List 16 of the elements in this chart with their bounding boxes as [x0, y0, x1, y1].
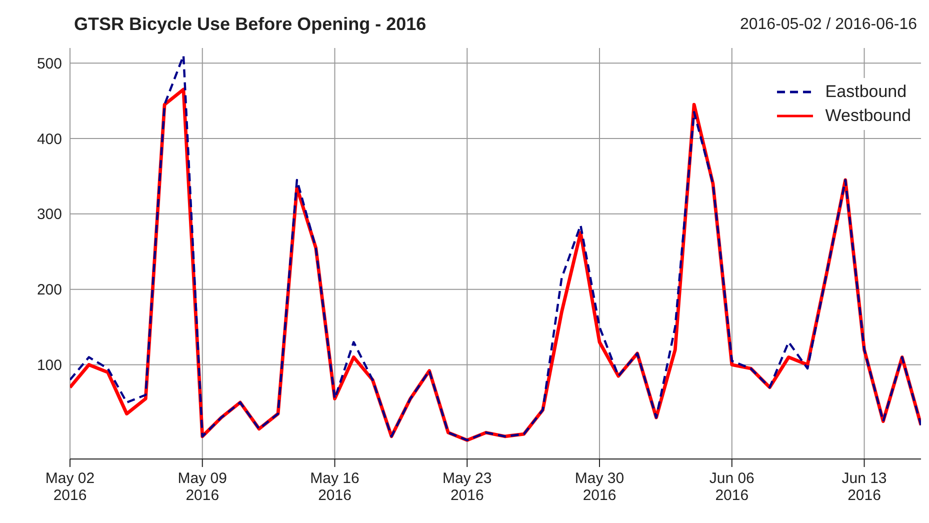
legend-label: Westbound: [825, 106, 911, 126]
x-tick-label: Jun 06 2016: [709, 470, 754, 504]
y-tick-label: 300: [36, 206, 62, 224]
y-tick-label: 400: [36, 130, 62, 148]
x-tick-label: May 30 2016: [574, 470, 624, 504]
chart-subtitle: 2016-05-02 / 2016-06-16: [740, 16, 917, 34]
chart-title: GTSR Bicycle Use Before Opening - 2016: [74, 14, 426, 35]
y-tick-label: 200: [36, 282, 62, 299]
x-tick-label: May 23 2016: [442, 470, 492, 504]
x-tick-label: May 16 2016: [310, 470, 360, 504]
x-tick-label: Jun 13 2016: [842, 470, 887, 504]
legend-label: Eastbound: [825, 82, 907, 102]
x-tick-label: May 09 2016: [178, 470, 227, 504]
x-tick-label: May 02 2016: [45, 470, 95, 504]
y-tick-label: 500: [36, 55, 62, 72]
y-tick-label: 100: [36, 357, 62, 374]
